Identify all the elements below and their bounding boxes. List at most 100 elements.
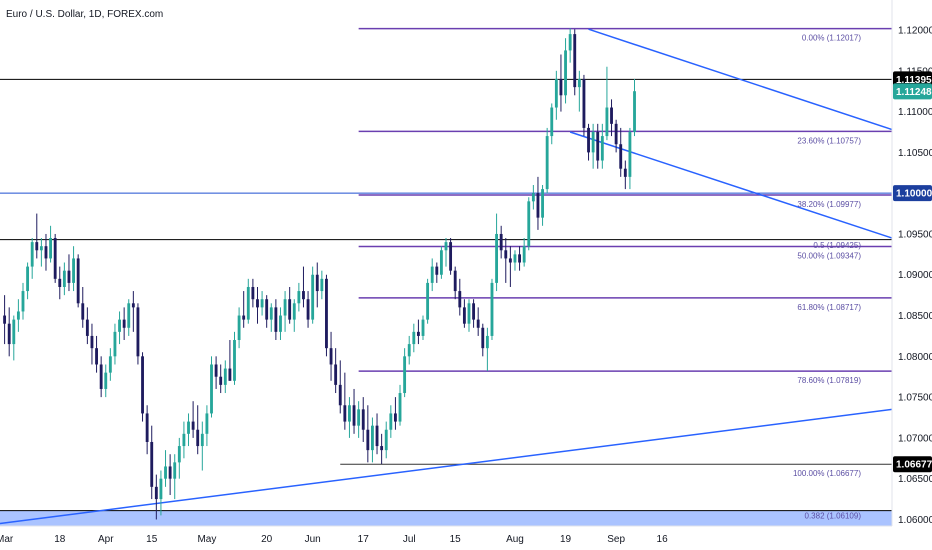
candle-body — [200, 433, 204, 447]
candle-body — [99, 364, 103, 389]
level-price-tag-1-bg — [893, 185, 932, 202]
candle-body — [154, 486, 158, 500]
candle-body — [623, 168, 627, 177]
candle-body — [439, 250, 443, 275]
fibonacci-retracement-layer — [340, 27, 892, 465]
fib-low-price-tag-bg — [893, 456, 932, 473]
support-zone — [0, 510, 892, 526]
y-tick-label: 1.07500 — [898, 393, 932, 404]
candle-body — [306, 299, 310, 320]
candle-body — [453, 270, 457, 292]
candle-body — [265, 299, 269, 320]
candles-layer — [3, 28, 636, 520]
y-tick-label: 1.07000 — [898, 433, 932, 444]
x-axis-background — [0, 526, 932, 550]
candle-body — [164, 466, 167, 479]
candle-body — [311, 274, 315, 320]
chart-title: Euro / U.S. Dollar, 1D, FOREX.com — [6, 9, 163, 20]
candle-body — [279, 315, 282, 332]
candle-body — [177, 446, 181, 463]
candle-body — [7, 323, 11, 345]
candle-body — [269, 307, 273, 320]
candle-body — [582, 78, 586, 128]
candle-body — [108, 356, 112, 373]
candle-body — [85, 319, 89, 336]
candle-body — [3, 315, 7, 324]
candle-body — [288, 299, 292, 320]
candle-body — [375, 425, 379, 447]
y-tick-label: 1.12000 — [898, 26, 932, 37]
fib-level-label: 38.20% (1.09977) — [797, 200, 861, 209]
candle-body — [371, 425, 374, 451]
candle-body — [412, 331, 416, 345]
candle-body — [435, 266, 439, 275]
candle-body — [12, 319, 16, 345]
trendline-2 — [569, 131, 893, 239]
candle-body — [173, 462, 177, 479]
candle-body — [30, 242, 34, 267]
candle-body — [472, 303, 476, 320]
candle-body — [76, 258, 80, 304]
fib-level-label: 0.00% (1.12017) — [802, 34, 861, 43]
candle-body — [403, 356, 407, 394]
candle-body — [127, 303, 131, 328]
candle-body — [398, 393, 402, 422]
candle-body — [131, 303, 135, 308]
y-tick-label: 1.08500 — [898, 311, 932, 322]
candle-body — [118, 319, 121, 332]
y-tick-label: 1.09500 — [898, 229, 932, 240]
candle-body — [26, 266, 30, 292]
candle-body — [150, 441, 154, 487]
candle-body — [610, 107, 613, 124]
candle-body — [283, 299, 287, 316]
x-tick-label: Sep — [607, 534, 625, 545]
candle-body — [237, 315, 241, 341]
candle-body — [619, 144, 623, 169]
candle-body — [522, 246, 526, 263]
x-tick-label: Aug — [506, 534, 524, 545]
candle-body — [352, 405, 356, 426]
candle-body — [113, 331, 117, 357]
candle-body — [550, 107, 554, 137]
candle-body — [35, 242, 39, 251]
candle-body — [159, 478, 163, 500]
candle-body — [187, 421, 190, 434]
level-price-tag-0: 1.11395 — [896, 75, 932, 86]
candle-body — [508, 258, 512, 263]
candle-body — [348, 405, 351, 422]
candle-body — [329, 348, 333, 365]
candle-body — [577, 78, 581, 88]
level-label: 0.5 (1.09425) — [813, 241, 861, 250]
x-tick-label: 16 — [657, 534, 669, 545]
candle-body — [90, 335, 94, 349]
candle-body — [58, 278, 62, 287]
level-label: 0.382 (1.06109) — [805, 512, 862, 521]
x-tick-label: 18 — [54, 534, 66, 545]
candle-body — [256, 299, 259, 308]
candle-body — [495, 233, 499, 283]
candle-body — [357, 409, 361, 426]
candle-body — [39, 246, 43, 251]
candle-body — [214, 364, 218, 377]
x-tick-label: Mar — [0, 534, 14, 545]
candle-body — [325, 278, 328, 349]
fib-level-label: 78.60% (1.07819) — [797, 376, 861, 385]
fib-level-label: 100.00% (1.06677) — [793, 469, 861, 478]
candle-body — [559, 78, 563, 96]
fib-level-label: 23.60% (1.10757) — [797, 136, 861, 145]
candle-body — [228, 368, 232, 381]
candle-body — [302, 291, 305, 300]
candle-body — [614, 123, 618, 145]
candle-body — [141, 356, 144, 414]
candle-body — [191, 421, 195, 430]
candle-body — [366, 429, 370, 451]
candle-body — [628, 131, 632, 177]
candle-body — [476, 319, 480, 328]
candle-body — [196, 429, 200, 447]
candle-body — [205, 413, 209, 434]
price-tags-layer: 1.11395 1.10000 1.11248 1.06677 — [893, 71, 932, 473]
candle-body — [421, 319, 425, 336]
x-tick-label: Jun — [305, 534, 321, 545]
